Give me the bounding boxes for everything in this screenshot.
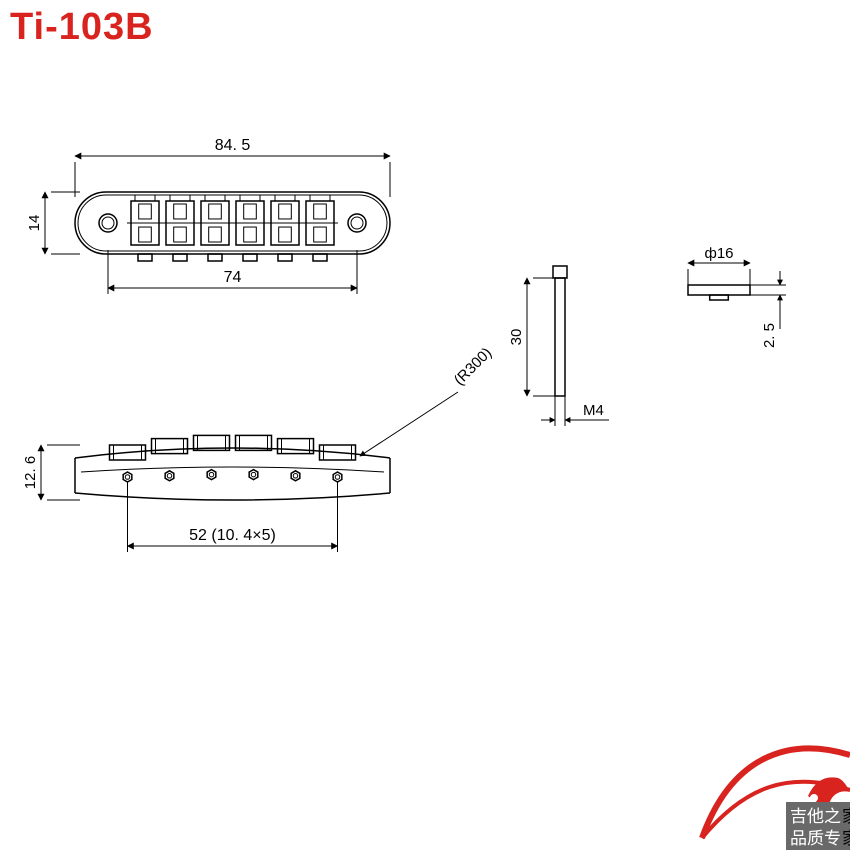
top-view: 84. 5 74 14 [26, 137, 390, 294]
watermark-text-box: 吉他之 家 品质专 家 [786, 802, 850, 850]
front-view: (R300) 12. 6 52 (10. 4×5) [22, 344, 495, 552]
svg-text:(R300): (R300) [451, 344, 495, 388]
watermark: 吉他之 家 品质专 家 [690, 690, 850, 850]
svg-text:M4: M4 [583, 402, 604, 419]
svg-text:52 (10. 4×5): 52 (10. 4×5) [189, 527, 276, 544]
post-view: 30 M4 [508, 266, 609, 426]
svg-text:30: 30 [508, 329, 525, 346]
svg-text:2. 5: 2. 5 [761, 323, 778, 348]
svg-text:ф16: ф16 [704, 245, 733, 262]
wheel-view: ф16 2. 5 [688, 245, 786, 348]
watermark-tail-2: 家 [842, 829, 850, 848]
svg-text:14: 14 [26, 215, 43, 232]
svg-text:74: 74 [224, 269, 242, 286]
svg-text:12. 6: 12. 6 [22, 456, 39, 489]
watermark-line-2: 品质专 [790, 829, 841, 848]
page-title: Ti-103B [10, 6, 154, 49]
watermark-tail-1: 家 [842, 807, 850, 826]
svg-text:84. 5: 84. 5 [215, 137, 251, 154]
watermark-line-1: 吉他之 [790, 807, 841, 826]
